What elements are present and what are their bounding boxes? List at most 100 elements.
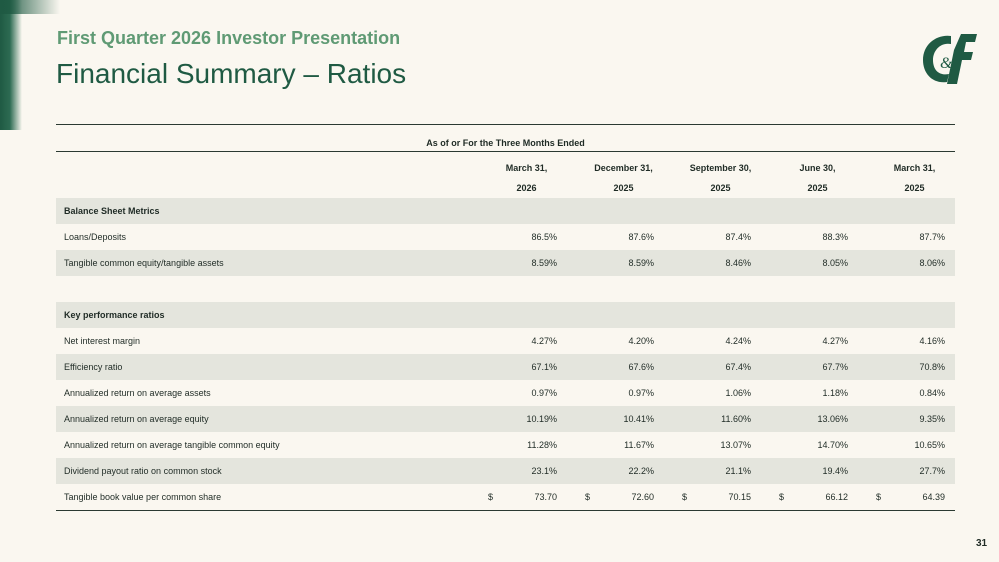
- table-row: Annualized return on average tangible co…: [56, 432, 955, 458]
- currency-symbol: $: [876, 492, 882, 502]
- column-group-header: As of or For the Three Months Ended: [426, 138, 585, 148]
- table-cell: 13.07%: [720, 440, 751, 450]
- row-label: Annualized return on average equity: [64, 414, 209, 424]
- table-cell: 8.59%: [628, 258, 654, 268]
- column-year: 2025: [807, 183, 828, 193]
- column-year: 2025: [710, 183, 731, 193]
- table-cell: 8.06%: [919, 258, 945, 268]
- table-cell: 0.97%: [628, 388, 654, 398]
- table-cell: $ 70.15: [662, 492, 759, 502]
- column-header-line2: 2026 2025 2025 2025 2025: [56, 178, 955, 198]
- table-cell: 67.6%: [628, 362, 654, 372]
- table-cell: 4.24%: [725, 336, 751, 346]
- table-cell: $ 73.70: [468, 492, 565, 502]
- column-year: 2025: [613, 183, 634, 193]
- table-cell: 8.46%: [725, 258, 751, 268]
- row-label: Loans/Deposits: [64, 232, 127, 242]
- table-cell: 23.1%: [531, 466, 557, 476]
- decorative-brush-edge-top: [0, 0, 60, 14]
- table-cell: 1.18%: [822, 388, 848, 398]
- table-row: Annualized return on average assets 0.97…: [56, 380, 955, 406]
- section-spacer: [56, 276, 955, 302]
- table-cell: 4.16%: [919, 336, 945, 346]
- table-cell: 22.2%: [628, 466, 654, 476]
- table-cell: 11.60%: [721, 414, 751, 424]
- table-cell: 10.65%: [914, 440, 945, 450]
- table-cell: 0.84%: [919, 388, 945, 398]
- table-cell: 86.5%: [531, 232, 557, 242]
- table-cell: 67.7%: [822, 362, 848, 372]
- table-header-rule: [56, 151, 955, 152]
- column-year: 2026: [516, 183, 537, 193]
- table-cell: 14.70%: [817, 440, 848, 450]
- section-title: Key performance ratios: [64, 310, 165, 320]
- company-logo: &: [923, 34, 977, 84]
- row-label: Annualized return on average tangible co…: [64, 440, 280, 450]
- cell-value: 72.60: [631, 492, 654, 502]
- cell-value: 73.70: [534, 492, 557, 502]
- table-top-rule: [56, 124, 955, 125]
- table-cell: 11.67%: [624, 440, 654, 450]
- column-header: June 30,: [799, 163, 836, 173]
- row-label: Annualized return on average assets: [64, 388, 211, 398]
- table-cell: $ 64.39: [856, 492, 953, 502]
- page-title: Financial Summary – Ratios: [56, 58, 407, 89]
- section-header: Key performance ratios: [56, 302, 955, 328]
- table-cell: 67.1%: [531, 362, 557, 372]
- table-cell: 8.05%: [822, 258, 848, 268]
- table-cell: 87.4%: [725, 232, 751, 242]
- cell-value: 66.12: [825, 492, 848, 502]
- row-label: Tangible book value per common share: [64, 492, 222, 502]
- currency-symbol: $: [488, 492, 494, 502]
- table-cell: 27.7%: [919, 466, 945, 476]
- column-header: March 31,: [505, 163, 548, 173]
- table-cell: 10.41%: [623, 414, 654, 424]
- page-number: 31: [976, 538, 988, 549]
- row-label: Dividend payout ratio on common stock: [64, 466, 222, 476]
- cell-value: 70.15: [728, 492, 751, 502]
- decorative-brush-edge: [0, 0, 22, 130]
- column-header-line1: March 31, December 31, September 30, Jun…: [56, 158, 955, 178]
- svg-text:&: &: [940, 55, 953, 72]
- table-cell: 87.7%: [919, 232, 945, 242]
- table-cell: $ 72.60: [565, 492, 662, 502]
- table-cell: 70.8%: [919, 362, 945, 372]
- currency-symbol: $: [585, 492, 591, 502]
- table-cell: $ 66.12: [759, 492, 856, 502]
- column-header: September 30,: [689, 163, 752, 173]
- table-cell: 4.27%: [531, 336, 557, 346]
- currency-symbol: $: [779, 492, 785, 502]
- section-header: Balance Sheet Metrics: [56, 198, 955, 224]
- table-row: Net interest margin 4.27% 4.20% 4.24% 4.…: [56, 328, 955, 354]
- table-cell: 0.97%: [531, 388, 557, 398]
- table-cell: 67.4%: [725, 362, 751, 372]
- column-year: 2025: [904, 183, 925, 193]
- table-row: Tangible book value per common share $ 7…: [56, 484, 955, 510]
- table-cell: 88.3%: [822, 232, 848, 242]
- table-row: Loans/Deposits 86.5% 87.6% 87.4% 88.3% 8…: [56, 224, 955, 250]
- ratios-table: As of or For the Three Months Ended Marc…: [56, 124, 955, 511]
- table-cell: 8.59%: [531, 258, 557, 268]
- table-cell: 87.6%: [628, 232, 654, 242]
- table-cell: 4.27%: [822, 336, 848, 346]
- table-cell: 19.4%: [822, 466, 848, 476]
- table-row: Dividend payout ratio on common stock 23…: [56, 458, 955, 484]
- currency-symbol: $: [682, 492, 688, 502]
- table-cell: 13.06%: [817, 414, 848, 424]
- table-row: Annualized return on average equity 10.1…: [56, 406, 955, 432]
- row-label: Efficiency ratio: [64, 362, 123, 372]
- table-cell: 10.19%: [526, 414, 557, 424]
- table-cell: 1.06%: [725, 388, 751, 398]
- table-bottom-rule: [56, 510, 955, 511]
- table-cell: 9.35%: [919, 414, 945, 424]
- column-header: March 31,: [893, 163, 936, 173]
- table-cell: 4.20%: [628, 336, 654, 346]
- table-row: Efficiency ratio 67.1% 67.6% 67.4% 67.7%…: [56, 354, 955, 380]
- row-label: Tangible common equity/tangible assets: [64, 258, 224, 268]
- table-row: Tangible common equity/tangible assets 8…: [56, 250, 955, 276]
- row-label: Net interest margin: [64, 336, 141, 346]
- cell-value: 64.39: [922, 492, 945, 502]
- column-header: December 31,: [594, 163, 653, 173]
- section-title: Balance Sheet Metrics: [64, 206, 160, 216]
- table-cell: 21.1%: [725, 466, 751, 476]
